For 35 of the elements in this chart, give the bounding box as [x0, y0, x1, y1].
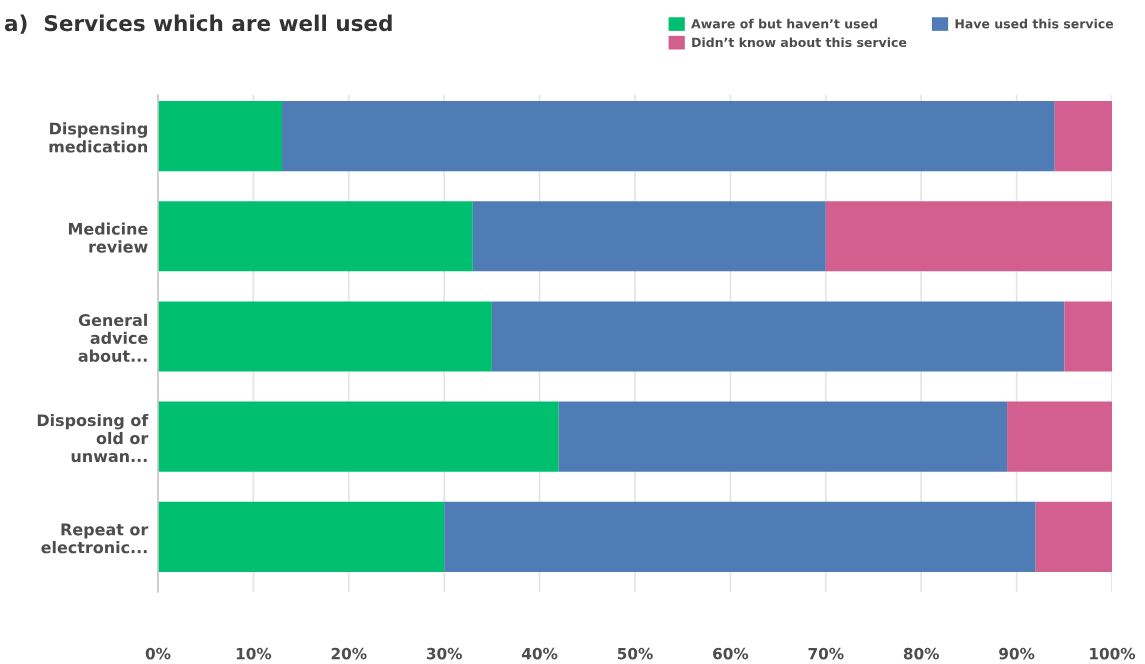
x-tick-label: 0%: [145, 647, 171, 660]
bar: [282, 101, 1055, 172]
x-tick-label: 60%: [713, 647, 749, 660]
x-tick-label: 10%: [236, 647, 272, 660]
bar: [472, 201, 826, 272]
x-tick-label: 50%: [617, 647, 653, 660]
bar: [158, 501, 445, 572]
legend-label: Have used this service: [955, 18, 1114, 29]
y-tick-label: General advice about...: [78, 313, 148, 362]
bar: [1035, 501, 1112, 572]
x-tick-label: 30%: [426, 647, 462, 660]
legend-label: Didn’t know about this service: [692, 37, 907, 48]
x-tick-label: 40%: [522, 647, 558, 660]
bar: [1054, 101, 1112, 172]
y-tick-label: Repeat or electronic...: [41, 523, 149, 554]
x-tick-label: 100%: [1090, 647, 1136, 660]
y-tick-label: Disposing of old or unwan...: [37, 413, 149, 463]
bar: [825, 201, 1112, 272]
bar: [158, 201, 473, 272]
y-tick-label: Medicine review: [68, 222, 148, 253]
bar: [1007, 401, 1112, 472]
bar: [491, 301, 1065, 372]
legend-label: Aware of but haven’t used: [691, 18, 877, 29]
x-tick-label: 20%: [331, 647, 367, 660]
bar: [158, 301, 492, 372]
x-tick-label: 90%: [999, 647, 1035, 660]
x-tick-label: 70%: [808, 647, 844, 660]
bar: [158, 101, 283, 172]
chart-title: a) Services which are well used: [4, 14, 392, 34]
bar: [158, 401, 559, 472]
y-tick-label: Dispensing medication: [49, 122, 148, 153]
x-tick-label: 80%: [903, 647, 939, 660]
bar: [558, 401, 1008, 472]
bar: [1064, 301, 1112, 372]
bar: [444, 501, 1036, 572]
